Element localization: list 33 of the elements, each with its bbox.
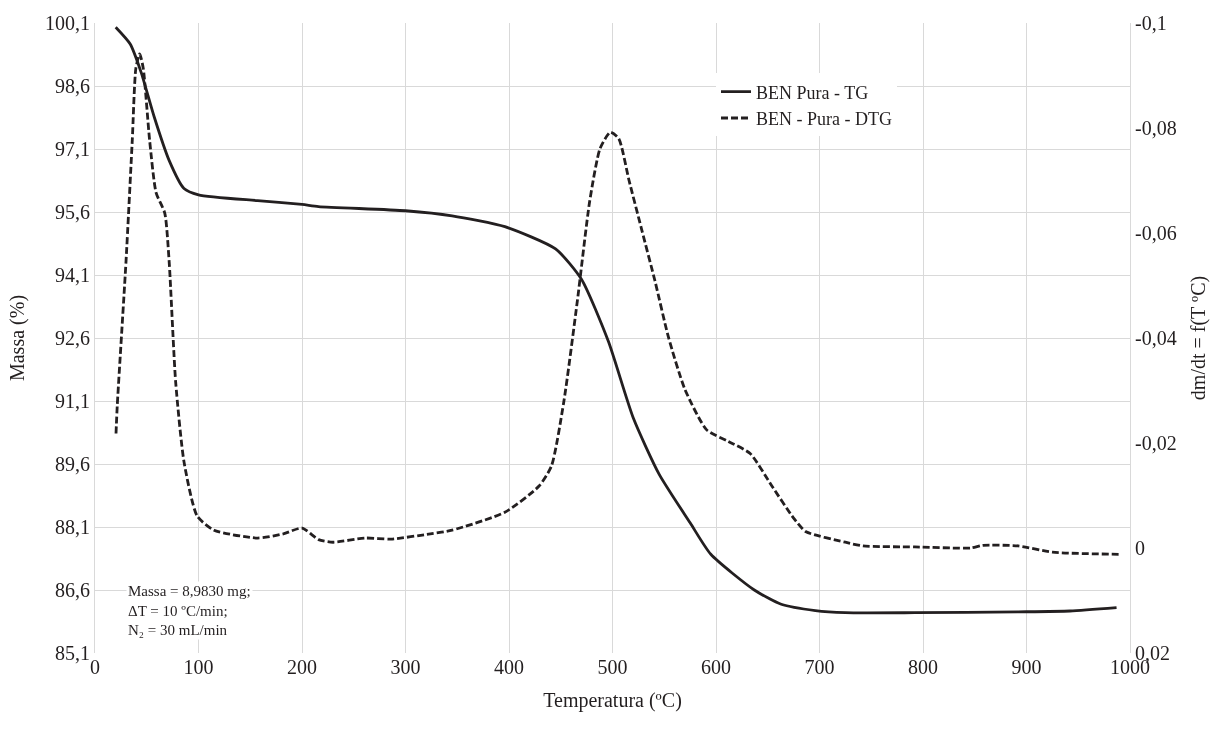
x-tick-label: 500 xyxy=(597,656,628,678)
x-axis-title: Temperatura (ºC) xyxy=(543,688,682,712)
y2-axis-title: dm/dt = f(T ºC) xyxy=(1187,275,1211,401)
y-tick-label: 94,1 xyxy=(55,264,90,286)
y2-tick-label: -0,04 xyxy=(1135,327,1177,349)
y-tick-label: 85,1 xyxy=(55,642,90,664)
x-tick-label: 400 xyxy=(494,656,524,678)
y-tick-label: 92,6 xyxy=(55,327,90,349)
y-tick-label: 86,6 xyxy=(55,579,90,601)
x-tick-label: 300 xyxy=(390,656,421,678)
x-tick-label: 100 xyxy=(183,656,214,678)
y2-tick-label: -0,02 xyxy=(1135,432,1177,454)
y2-tick-label: 0 xyxy=(1135,537,1145,559)
y2-tick-label: -0,08 xyxy=(1135,117,1177,139)
x-tick-label: 800 xyxy=(908,656,938,678)
x-tick-label: 600 xyxy=(701,656,731,678)
y2-tick-label: -0,06 xyxy=(1135,222,1177,244)
legend-label: BEN Pura - TG xyxy=(756,82,869,103)
y-axis-title: Massa (%) xyxy=(5,294,29,382)
y-tick-label: 98,6 xyxy=(55,75,90,97)
y-tick-label: 89,6 xyxy=(55,453,90,475)
annotation: Massa = 8,9830 mg; ΔT = 10 ºC/min; N₂ = 30 mL/min xyxy=(128,583,251,638)
x-tick-label: 200 xyxy=(287,656,317,678)
x-tick-label: 700 xyxy=(804,656,835,678)
y-tick-label: 97,1 xyxy=(55,138,90,160)
x-tick-label: 900 xyxy=(1011,656,1042,678)
y-tick-label: 95,6 xyxy=(55,201,90,223)
legend-label: BEN - Pura - DTG xyxy=(756,109,892,130)
y-tick-label: 88,1 xyxy=(55,516,90,538)
y-tick-label: 100,1 xyxy=(45,12,90,34)
y2-tick-label: -0,1 xyxy=(1135,12,1167,34)
y-tick-label: 91,1 xyxy=(55,390,90,412)
x-tick-label: 0 xyxy=(90,656,100,678)
